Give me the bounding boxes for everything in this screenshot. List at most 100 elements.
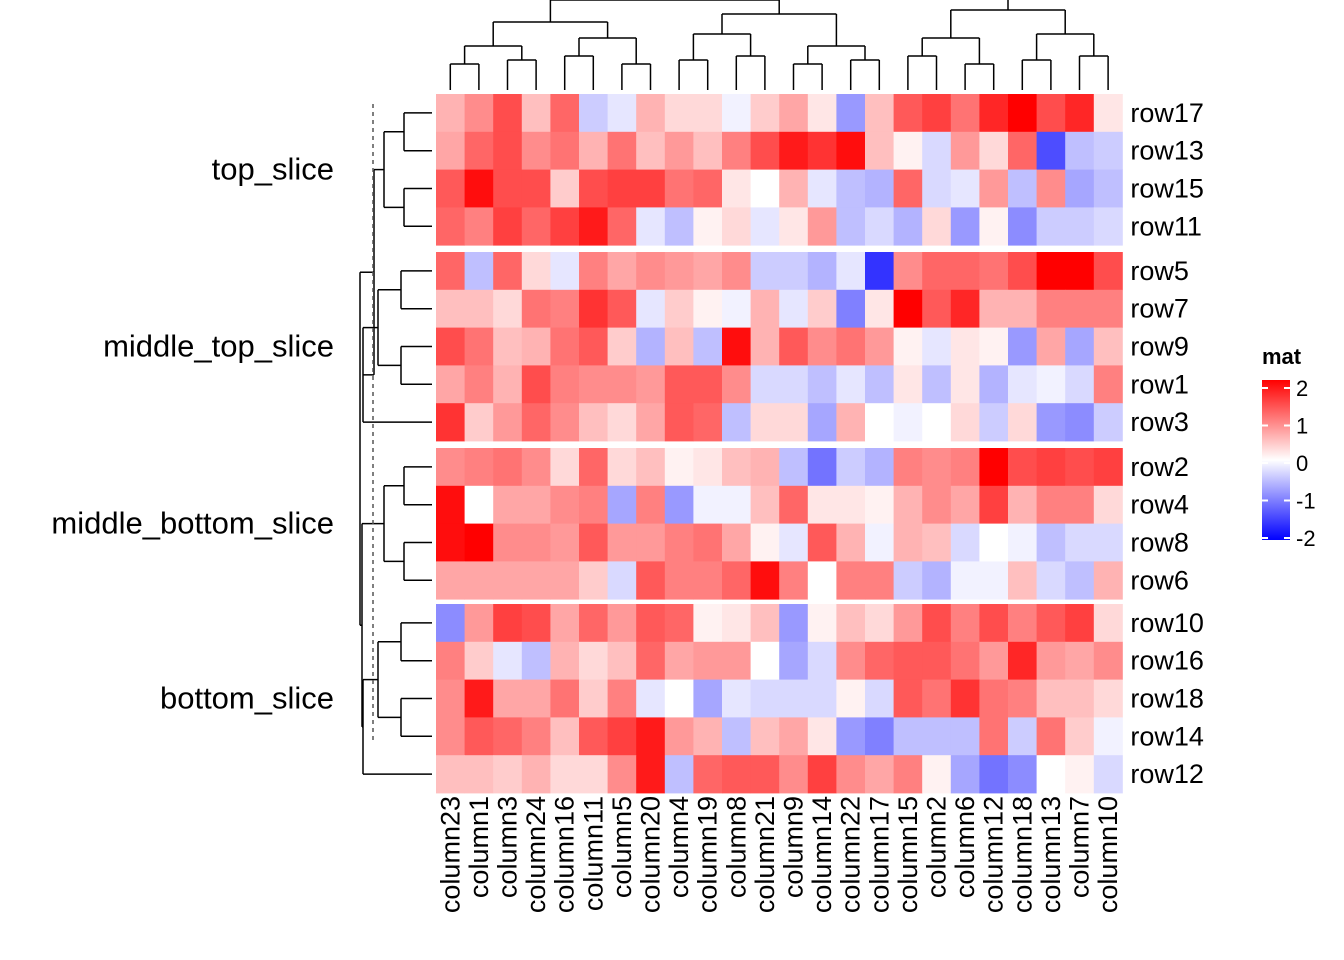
heatmap-cell	[865, 717, 894, 756]
heatmap-cell	[750, 365, 780, 404]
heatmap-cell	[636, 252, 666, 291]
column-label: column2	[922, 796, 952, 898]
heatmap-cell	[636, 717, 666, 756]
column-label: column19	[693, 796, 723, 913]
column-label: column15	[893, 796, 923, 913]
heatmap-cell	[664, 485, 694, 524]
heatmap-cell	[607, 755, 637, 794]
heatmap-cell	[579, 207, 608, 246]
heatmap-cell	[464, 365, 494, 404]
heatmap-cell	[1008, 365, 1037, 404]
heatmap-cell	[1008, 207, 1037, 246]
heatmap-cell	[693, 289, 723, 328]
heatmap-cell	[1093, 289, 1123, 328]
heatmap-cell	[779, 485, 809, 524]
heatmap-cell	[865, 327, 894, 366]
heatmap-cell	[579, 485, 608, 524]
heatmap-cell	[579, 679, 608, 718]
heatmap-cell	[436, 679, 465, 718]
heatmap-cell	[464, 485, 494, 524]
column-label: column23	[435, 796, 465, 913]
column-label: column10	[1093, 796, 1123, 913]
heatmap-cell	[779, 604, 809, 643]
heatmap-cell	[1093, 523, 1123, 562]
heatmap-cell	[1093, 252, 1123, 291]
heatmap-cell	[664, 169, 694, 208]
heatmap-cell	[893, 679, 923, 718]
heatmap-cell	[779, 523, 809, 562]
heatmap-cell	[1093, 448, 1123, 487]
heatmap-cell	[836, 717, 866, 756]
heatmap-cell	[722, 169, 751, 208]
heatmap-cell	[550, 561, 580, 600]
row-label: row16	[1130, 646, 1204, 676]
heatmap-cell	[521, 327, 551, 366]
heatmap-cell	[750, 327, 780, 366]
heatmap-cell	[436, 365, 465, 404]
heatmap-cell	[836, 523, 866, 562]
column-label: column6	[950, 796, 980, 898]
heatmap-cell	[750, 604, 780, 643]
heatmap-cell	[779, 365, 809, 404]
heatmap-cell	[636, 207, 666, 246]
heatmap-cell	[521, 94, 551, 133]
heatmap-cell	[1036, 169, 1066, 208]
heatmap-cell	[950, 131, 980, 170]
heatmap-cell	[807, 131, 837, 170]
heatmap-cell	[664, 641, 694, 680]
heatmap-cell	[693, 755, 723, 794]
heatmap-cell	[807, 561, 837, 600]
heatmap-cell	[436, 207, 465, 246]
heatmap-cell	[807, 604, 837, 643]
heatmap-cell	[1008, 604, 1037, 643]
heatmap-cell	[893, 485, 923, 524]
heatmap-cell	[1093, 641, 1123, 680]
heatmap-cell	[464, 289, 494, 328]
heatmap-cell	[579, 604, 608, 643]
heatmap-cell	[950, 207, 980, 246]
heatmap-cell	[636, 679, 666, 718]
heatmap-cell	[950, 561, 980, 600]
heatmap-cell	[550, 717, 580, 756]
heatmap-cell	[722, 365, 751, 404]
heatmap-cell	[1093, 485, 1123, 524]
column-labels: column23column1column3column24column16co…	[435, 796, 1123, 913]
heatmap-cell	[922, 561, 952, 600]
heatmap-cell	[979, 365, 1009, 404]
heatmap-cell	[693, 207, 723, 246]
heatmap-cell	[550, 403, 580, 442]
heatmap-cell	[579, 755, 608, 794]
heatmap-cell	[836, 94, 866, 133]
heatmap-cell	[521, 561, 551, 600]
heatmap-cell	[1065, 403, 1095, 442]
heatmap-cell	[550, 604, 580, 643]
row-label: row4	[1130, 490, 1189, 520]
legend-tick-label: -2	[1296, 526, 1316, 551]
heatmap-cell	[750, 403, 780, 442]
heatmap-cell	[436, 717, 465, 756]
heatmap-cell	[722, 641, 751, 680]
legend-tick-label: 1	[1296, 414, 1308, 439]
row-label: row18	[1130, 684, 1204, 714]
column-label: column18	[1007, 796, 1037, 913]
heatmap-cell	[464, 755, 494, 794]
heatmap-cell	[979, 755, 1009, 794]
heatmap-cell	[1065, 523, 1095, 562]
heatmap-cell	[950, 755, 980, 794]
heatmap-cell	[607, 365, 637, 404]
heatmap-cell	[664, 94, 694, 133]
heatmap-cell	[664, 755, 694, 794]
heatmap-cell	[493, 365, 523, 404]
heatmap-cell	[521, 717, 551, 756]
heatmap-cell	[607, 169, 637, 208]
heatmap-cell	[1065, 717, 1095, 756]
heatmap-cell	[579, 327, 608, 366]
color-legend: mat 2 1 0 -1 -2	[1262, 344, 1316, 551]
heatmap-cell	[1093, 207, 1123, 246]
heatmap-cell	[1036, 604, 1066, 643]
heatmap-cell	[1036, 448, 1066, 487]
heatmap-cell	[807, 523, 837, 562]
heatmap-cell	[464, 561, 494, 600]
column-label: column13	[1036, 796, 1066, 913]
column-label: column11	[578, 796, 608, 911]
